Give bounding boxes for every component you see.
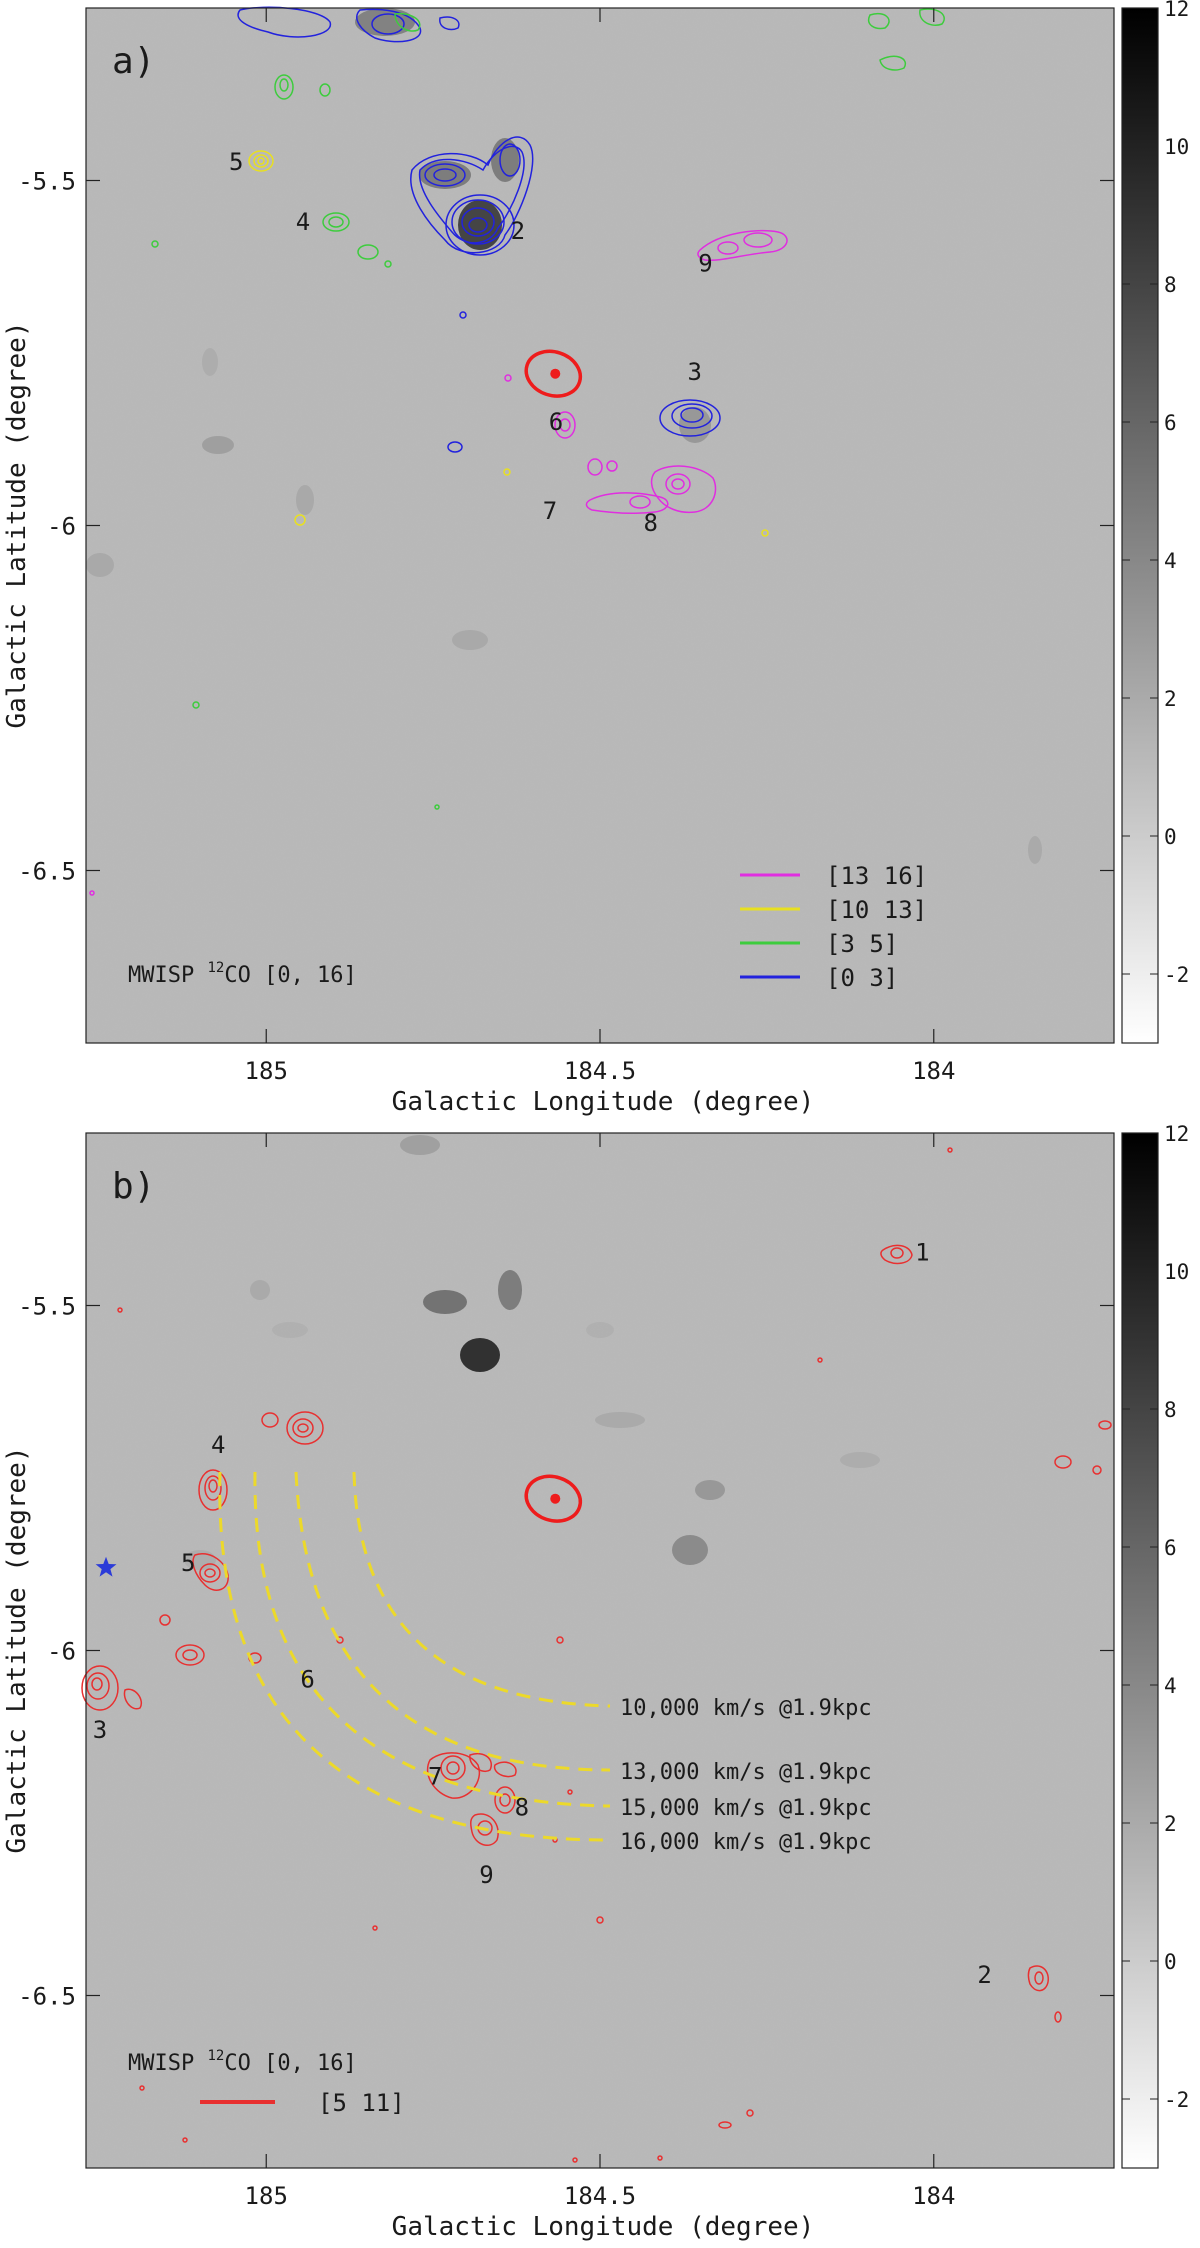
cloud-label: 4 xyxy=(296,208,310,236)
colorbar-tick-label: 12 xyxy=(1164,0,1189,21)
x-tick-label: 185 xyxy=(245,1057,288,1085)
panel-a-colorbar xyxy=(1121,7,1159,1044)
colorbar-tick-label: 2 xyxy=(1164,687,1177,711)
velocity-arc xyxy=(294,1471,611,1772)
legend-label: [10 13] xyxy=(826,896,927,924)
x-tick-label: 184.5 xyxy=(564,2182,636,2210)
cloud-label: 8 xyxy=(515,1793,529,1821)
colorbar-tick-label: 10 xyxy=(1164,135,1189,159)
colorbar-tick-label: 8 xyxy=(1164,1398,1177,1422)
cloud-label: 1 xyxy=(915,1238,929,1266)
panel-a: 2 3 4 5 6 7 8 9 a) [13 16] [10 13] [3 5] [0 3] MWI… xyxy=(2,0,1189,1117)
beam-center-dot xyxy=(550,368,561,379)
colorbar-tick-label: 4 xyxy=(1164,549,1177,573)
colorbar-tick-label: -2 xyxy=(1164,2088,1189,2112)
beam-ellipse xyxy=(524,1474,583,1523)
panel-b-cloud-labels: 1 2 3 4 5 6 7 8 9 xyxy=(93,1238,992,1989)
cloud-label: 6 xyxy=(549,408,563,436)
panel-a-beam-ellipse xyxy=(524,349,583,398)
cloud-label: 8 xyxy=(644,509,658,537)
cloud-label: 9 xyxy=(698,250,712,278)
colorbar-tick-label: 8 xyxy=(1164,273,1177,297)
panel-b-colorbar-ticks: 12 10 8 6 4 2 0 -2 xyxy=(1122,1122,1189,2112)
panel-a-y-ticks: -5.5 -6 -6.5 xyxy=(18,168,1114,886)
velocity-arc-label: 16,000 km/s @1.9kpc xyxy=(620,1830,872,1855)
panel-b-y-ticks: -5.5 -6 -6.5 xyxy=(18,1293,1114,2011)
velocity-arc xyxy=(352,1471,611,1708)
x-tick-label: 185 xyxy=(245,2182,288,2210)
y-tick-label: -6.5 xyxy=(18,858,76,886)
velocity-arc-label: 10,000 km/s @1.9kpc xyxy=(620,1696,872,1721)
panel-b-dark-features xyxy=(184,1135,880,1570)
panel-a-x-ticks: 185 184.5 184 xyxy=(245,8,955,1085)
colorbar-tick-label: 2 xyxy=(1164,1812,1177,1836)
panel-a-dataset-label: MWISP 12CO [0, 16] xyxy=(128,960,357,988)
colorbar-tick-label: 0 xyxy=(1164,1950,1177,1974)
panel-a-cloud-labels: 2 3 4 5 6 7 8 9 xyxy=(229,148,713,537)
panel-b-beam-ellipse xyxy=(524,1474,583,1523)
colorbar-tick-label: -2 xyxy=(1164,963,1189,987)
cloud-label: 2 xyxy=(511,217,525,245)
colorbar-tick-label: 0 xyxy=(1164,825,1177,849)
panel-a-contours xyxy=(89,6,945,896)
cloud-label: 3 xyxy=(688,358,702,386)
panel-b-star-marker xyxy=(95,1556,117,1577)
velocity-arc-label: 13,000 km/s @1.9kpc xyxy=(620,1760,872,1785)
cloud-label: 6 xyxy=(300,1666,314,1694)
y-tick-label: -6 xyxy=(47,1638,76,1666)
colorbar-tick-label: 6 xyxy=(1164,411,1177,435)
velocity-arc xyxy=(218,1471,611,1842)
colorbar-tick-label: 10 xyxy=(1164,1260,1189,1284)
legend-label: [5 11] xyxy=(318,2089,405,2117)
colorbar-tick-label: 6 xyxy=(1164,1536,1177,1560)
y-tick-label: -6 xyxy=(47,513,76,541)
y-tick-label: -6.5 xyxy=(18,1983,76,2011)
beam-center-dot xyxy=(550,1493,561,1504)
x-tick-label: 184.5 xyxy=(564,1057,636,1085)
star-marker xyxy=(95,1556,117,1577)
cloud-label: 2 xyxy=(977,1961,991,1989)
panel-b-image-noise xyxy=(86,1133,1114,2168)
panel-a-legend: [13 16] [10 13] [3 5] [0 3] xyxy=(740,862,927,992)
cloud-label: 5 xyxy=(229,148,243,176)
x-tick-label: 184 xyxy=(912,1057,955,1085)
cloud-label: 3 xyxy=(93,1716,107,1744)
legend-label: [13 16] xyxy=(826,862,927,890)
panel-b-colorbar xyxy=(1121,1132,1159,2169)
cloud-label: 7 xyxy=(428,1763,442,1791)
panel-b-y-axis-label: Galactic Latitude (degree) xyxy=(2,1447,32,1854)
panel-a-y-axis-label: Galactic Latitude (degree) xyxy=(2,322,32,729)
x-tick-label: 184 xyxy=(912,2182,955,2210)
cloud-label: 5 xyxy=(181,1549,195,1577)
panel-b-velocity-arcs: 10,000 km/s @1.9kpc 13,000 km/s @1.9kpc 15… xyxy=(218,1471,872,1855)
velocity-arc xyxy=(253,1471,611,1808)
panel-a-image-noise xyxy=(86,8,1114,1043)
velocity-arc-label: 15,000 km/s @1.9kpc xyxy=(620,1796,872,1821)
panel-a-x-axis-label: Galactic Longitude (degree) xyxy=(392,1087,815,1117)
cloud-label: 4 xyxy=(211,1431,225,1459)
y-tick-label: -5.5 xyxy=(18,1293,76,1321)
cloud-label: 7 xyxy=(543,497,557,525)
legend-label: [0 3] xyxy=(826,964,898,992)
panel-b-label: b) xyxy=(112,1166,155,1207)
panel-a-colorbar-ticks: 12 10 8 6 4 2 0 -2 xyxy=(1122,0,1189,987)
panel-b-legend: [5 11] xyxy=(200,2089,405,2117)
cloud-label: 9 xyxy=(479,1861,493,1889)
panel-b-contours xyxy=(81,1147,1112,2163)
panel-a-label: a) xyxy=(112,41,155,82)
legend-label: [3 5] xyxy=(826,930,898,958)
colorbar-tick-label: 4 xyxy=(1164,1674,1177,1698)
panel-b-x-ticks: 185 184.5 184 xyxy=(245,1133,955,2210)
y-tick-label: -5.5 xyxy=(18,168,76,196)
colorbar-tick-label: 12 xyxy=(1164,1122,1189,1146)
panel-b-dataset-label: MWISP 12CO [0, 16] xyxy=(128,2048,357,2076)
beam-ellipse xyxy=(524,349,583,398)
panel-b-x-axis-label: Galactic Longitude (degree) xyxy=(392,2212,815,2242)
